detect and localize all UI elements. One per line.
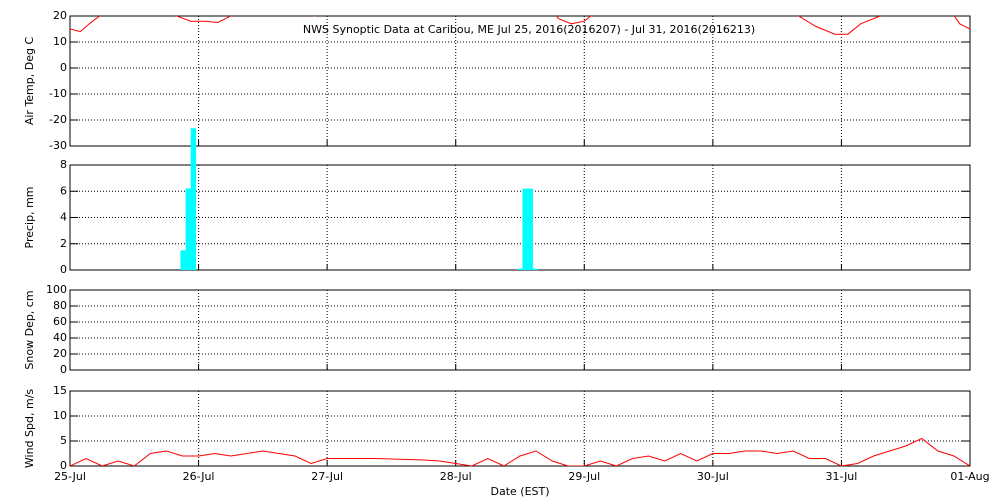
data-line — [70, 16, 970, 35]
y-tick-label: 20 — [53, 347, 67, 360]
y-tick-label: 80 — [53, 299, 67, 312]
y-tick-label: 5 — [60, 434, 67, 447]
x-tick-label: 26-Jul — [183, 470, 215, 483]
chart-title: NWS Synoptic Data at Caribou, ME Jul 25,… — [303, 23, 755, 36]
x-tick-label: 01-Aug — [950, 470, 989, 483]
y-tick-label: 60 — [53, 315, 67, 328]
x-tick-label: 25-Jul — [54, 470, 86, 483]
bar — [180, 250, 186, 270]
y-axis-label: Wind Spd, m/s — [23, 389, 36, 469]
y-tick-label: -20 — [49, 113, 67, 126]
y-tick-label: 0 — [60, 459, 67, 472]
y-tick-label: 20 — [53, 9, 67, 22]
y-tick-label: 10 — [53, 35, 67, 48]
y-tick-label: 2 — [60, 237, 67, 250]
y-tick-label: 10 — [53, 409, 67, 422]
panel-frame — [69, 15, 971, 147]
data-line — [70, 437, 970, 466]
y-tick-label: 0 — [60, 363, 67, 376]
y-tick-label: 100 — [46, 283, 67, 296]
bar — [527, 188, 533, 270]
y-tick-label: 0 — [60, 61, 67, 74]
panel-frame — [69, 390, 971, 467]
y-tick-label: 8 — [60, 158, 67, 171]
x-axis-label: Date (EST) — [490, 485, 549, 498]
y-tick-label: -10 — [49, 87, 67, 100]
y-tick-label: 40 — [53, 331, 67, 344]
bar — [532, 268, 539, 270]
x-tick-label: 30-Jul — [697, 470, 729, 483]
panel-frame — [69, 289, 971, 371]
bar — [517, 268, 523, 270]
x-tick-label: 29-Jul — [568, 470, 600, 483]
y-tick-label: 6 — [60, 184, 67, 197]
y-axis-label: Precip, mm — [23, 187, 36, 249]
y-tick-label: 4 — [60, 211, 67, 224]
x-tick-label: 28-Jul — [440, 470, 472, 483]
x-tick-label: 27-Jul — [311, 470, 343, 483]
y-tick-label: -30 — [49, 139, 67, 152]
y-tick-label: 15 — [53, 384, 67, 397]
y-tick-label: 0 — [60, 263, 67, 276]
x-tick-label: 31-Jul — [825, 470, 857, 483]
bar — [190, 128, 197, 270]
bar — [522, 188, 528, 270]
y-axis-label: Snow Dep, cm — [23, 290, 36, 369]
y-axis-label: Air Temp, Deg C — [23, 37, 36, 126]
bar — [185, 188, 191, 270]
